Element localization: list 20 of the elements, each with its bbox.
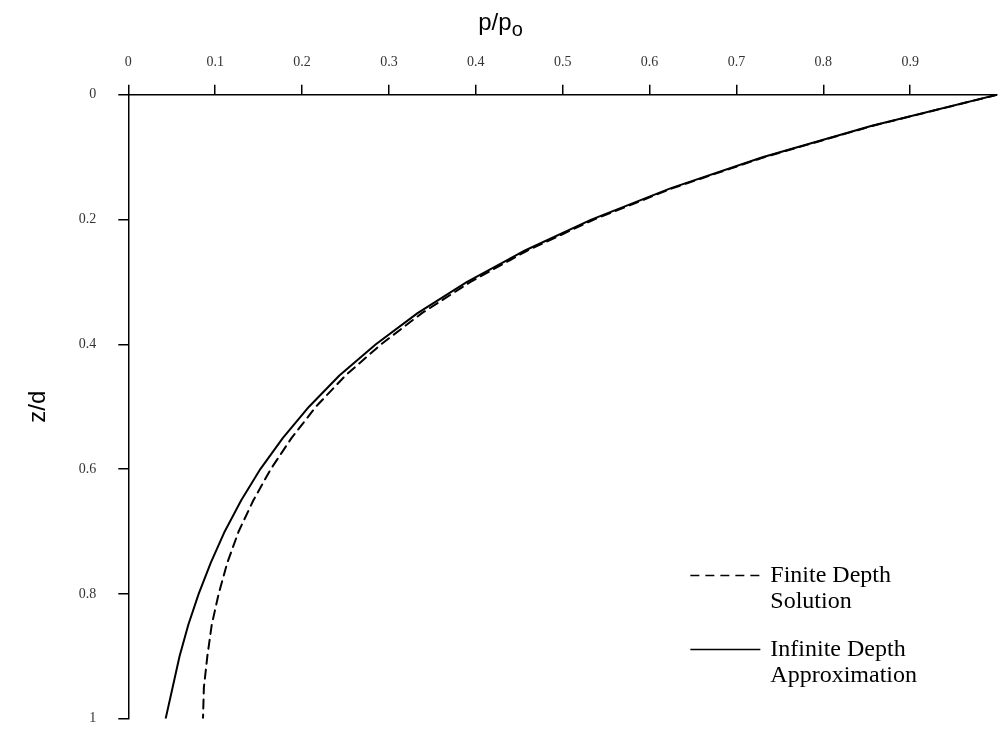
x-tick-label: 0 [124, 54, 132, 70]
x-tick-label: 0.4 [467, 54, 485, 70]
x-tick-label: 0.7 [727, 54, 746, 70]
y-axis-title: z/d [23, 390, 51, 423]
legend-label: Infinite Depth Approximation [770, 634, 918, 687]
y-tick-label: 0.2 [78, 211, 97, 227]
y-tick-label: 0.8 [78, 585, 97, 601]
x-tick-label: 0.1 [206, 54, 224, 70]
x-tick-label: 0.8 [814, 54, 833, 70]
x-tick-label: 0.9 [901, 54, 919, 70]
x-axis-title: p/p$_{o}$ [477, 8, 524, 41]
x-tick-label: 0.5 [553, 54, 572, 70]
y-tick-label: 0.4 [78, 335, 97, 351]
x-tick-label: 0.2 [293, 54, 311, 70]
legend-label: Finite Depth Solution [770, 560, 892, 613]
y-tick-label: 1 [89, 710, 97, 726]
x-tick-label: 0.3 [380, 54, 398, 70]
x-tick-label: 0.6 [640, 54, 659, 70]
y-tick-label: 0.6 [78, 460, 97, 476]
y-tick-label: 0 [89, 86, 97, 102]
